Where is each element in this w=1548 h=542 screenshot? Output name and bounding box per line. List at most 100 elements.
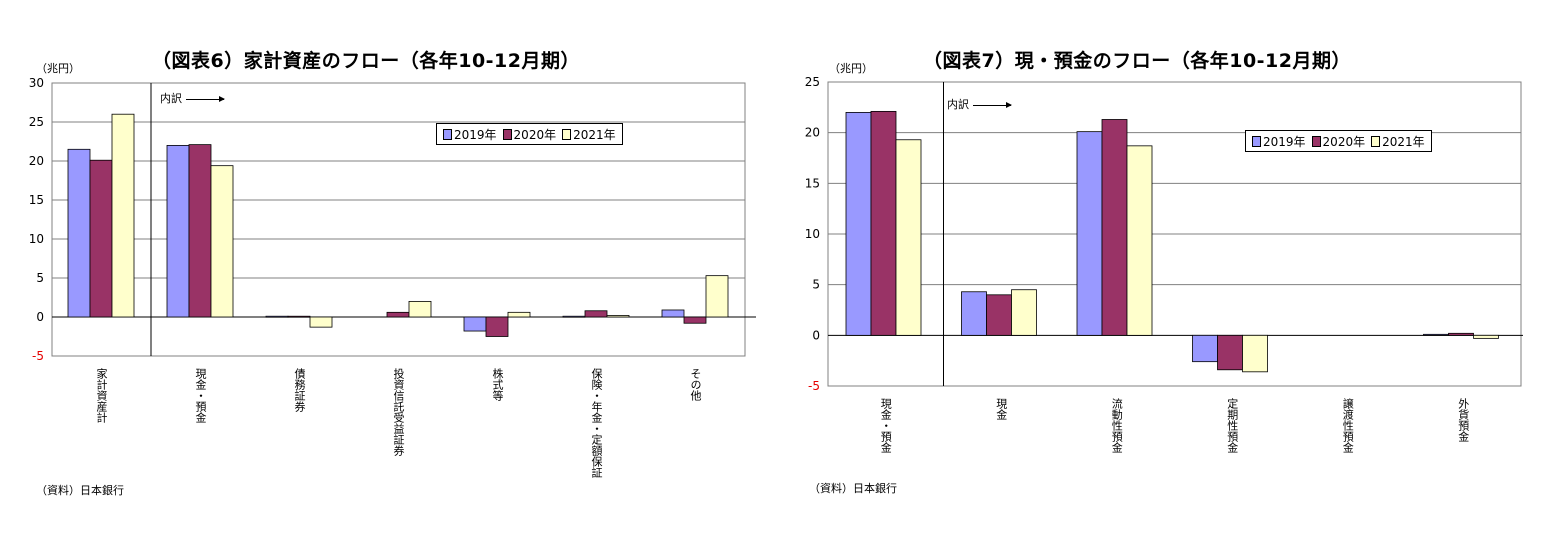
x-category-label: 現金・預金 — [879, 398, 892, 453]
legend-label: 2020年 — [513, 127, 557, 142]
bar — [287, 315, 311, 318]
bar — [67, 148, 91, 318]
bar — [309, 316, 333, 328]
y-tick-label: 15 — [805, 176, 820, 190]
legend-swatch — [1252, 135, 1261, 147]
bar — [1126, 145, 1153, 336]
x-category-label: その他 — [689, 368, 702, 401]
bar — [870, 110, 897, 336]
bar — [606, 315, 630, 318]
chart-plot-7: 25 20 15 10 5 0 -5 現金・預金 現金 流動性預金 定期性預金 譲渡性預金 外貨預金 — [805, 75, 1523, 453]
bar — [507, 311, 531, 318]
bar — [986, 294, 1012, 336]
chart-panel-6: （図表6）家計資産のフロー（各年10-12月期） （兆円） 30 25 20 15 10… — [0, 0, 770, 542]
breakdown-label: 内訳 — [160, 92, 182, 105]
bar — [265, 315, 289, 318]
legend-swatch — [502, 128, 512, 140]
legend-swatch — [1371, 135, 1381, 147]
breakdown-label: 内訳 — [947, 98, 969, 111]
bar — [210, 165, 234, 318]
source-note: （資料）日本銀行 — [36, 484, 124, 497]
source-note: （資料）日本銀行 — [809, 482, 897, 495]
bar — [166, 144, 190, 318]
chart-plot-6: 30 25 20 15 10 5 0 -5 家計資産計 現金・預金 債務証券 投資信託受益証券 株式等 保… — [29, 76, 756, 479]
x-category-label: 保険・年金・定額保証 — [590, 367, 603, 479]
plot-area — [51, 82, 746, 357]
bar — [188, 144, 212, 318]
legend-label: 2019年 — [454, 127, 497, 142]
bar — [1076, 131, 1103, 336]
bar — [1192, 334, 1218, 363]
bar — [661, 309, 685, 318]
unit-label: （兆円） — [829, 62, 873, 75]
legend-label: 2019年 — [1263, 134, 1306, 149]
chart-legend: 2019年 2020年 2021年 — [1245, 130, 1432, 152]
bar — [89, 159, 113, 318]
legend-item: 2019年 — [1252, 133, 1306, 150]
chart-title: （図表6）家計資産のフロー（各年10-12月期） — [152, 50, 580, 72]
legend-item: 2021年 — [562, 126, 616, 143]
y-tick-label: 10 — [805, 227, 820, 241]
bar — [961, 291, 987, 336]
legend-swatch — [1311, 135, 1321, 147]
bar — [1423, 333, 1449, 336]
y-tick-label: 10 — [29, 232, 44, 246]
y-tick-label: 5 — [36, 271, 44, 285]
right-arrow-icon — [973, 101, 1012, 108]
chart-title: （図表7）現・預金のフロー（各年10-12月期） — [923, 50, 1351, 72]
bar — [1011, 289, 1037, 336]
y-tick-label: 5 — [812, 278, 820, 292]
legend-item: 2019年 — [443, 126, 497, 143]
bar — [485, 316, 509, 337]
legend-item: 2020年 — [1311, 133, 1366, 150]
breakdown-indicator: 内訳 — [160, 90, 225, 106]
bar — [463, 316, 487, 332]
bar — [1217, 334, 1243, 371]
bar — [1473, 334, 1499, 339]
breakdown-indicator: 内訳 — [947, 96, 1012, 112]
x-category-label: 投資信託受益証券 — [392, 367, 405, 456]
y-tick-label: 20 — [805, 126, 820, 140]
x-category-label: 家計資産計 — [95, 367, 108, 424]
x-category-label: 現金・預金 — [194, 368, 207, 423]
x-category-label: 流動性預金 — [1110, 397, 1123, 453]
bar — [562, 315, 586, 318]
bar — [386, 311, 410, 318]
y-tick-label: 30 — [29, 76, 44, 90]
y-tick-label: 25 — [29, 115, 44, 129]
legend-label: 2021年 — [1382, 134, 1425, 149]
x-category-label: 債務証券 — [293, 367, 306, 412]
y-tick-label: -5 — [808, 379, 820, 393]
x-category-label: 株式等 — [491, 367, 504, 401]
y-tick-label: -5 — [32, 349, 44, 363]
bar — [1448, 332, 1474, 336]
bar — [584, 310, 608, 318]
bar — [408, 300, 432, 318]
bar — [705, 275, 729, 318]
x-category-label: 定期性預金 — [1226, 397, 1239, 453]
x-category-label: 譲渡性預金 — [1341, 397, 1354, 453]
legend-item: 2020年 — [502, 126, 557, 143]
right-arrow-icon — [186, 95, 225, 102]
chart-panel-7: （図表7）現・預金のフロー（各年10-12月期） （兆円） 25 20 15 10 5 0… — [775, 0, 1548, 542]
bar — [111, 113, 135, 318]
bar — [683, 316, 707, 324]
y-tick-label: 20 — [29, 154, 44, 168]
legend-item: 2021年 — [1371, 133, 1425, 150]
bar — [845, 112, 872, 336]
y-tick-label: 0 — [812, 328, 820, 342]
bar — [895, 139, 922, 336]
legend-swatch — [443, 128, 452, 140]
x-category-label: 現金 — [995, 398, 1008, 420]
unit-label: （兆円） — [36, 62, 80, 75]
legend-label: 2020年 — [1322, 134, 1366, 149]
legend-label: 2021年 — [573, 127, 616, 142]
legend-swatch — [562, 128, 572, 140]
y-tick-label: 25 — [805, 75, 820, 89]
bar — [1101, 119, 1128, 336]
bar — [1242, 334, 1268, 373]
y-tick-label: 0 — [36, 310, 44, 324]
y-tick-label: 15 — [29, 193, 44, 207]
chart-legend: 2019年 2020年 2021年 — [436, 123, 623, 145]
x-category-label: 外貨預金 — [1457, 398, 1470, 442]
